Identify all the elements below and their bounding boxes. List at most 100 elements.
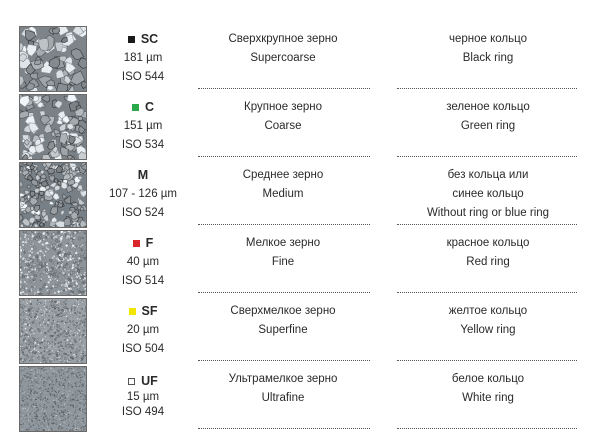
grain-particle: [63, 330, 66, 332]
grain-particle: [81, 423, 83, 425]
grain-particle: [48, 391, 51, 393]
grain-particle: [78, 310, 80, 312]
grain-size: 151 µm: [123, 120, 163, 132]
grain-particle: [82, 383, 84, 385]
grain-particle: [32, 390, 34, 392]
grain-particle: [40, 326, 43, 329]
grain-particle: [39, 405, 41, 407]
grain-particle: [73, 260, 76, 263]
grain-particle: [23, 422, 26, 424]
grain-particle: [21, 163, 28, 166]
grain-particle: [28, 303, 31, 306]
grain-particle: [23, 305, 26, 308]
grain-particle: [33, 285, 37, 288]
grain-particle: [24, 399, 26, 401]
grain-particle: [67, 384, 69, 386]
grain-particle: [26, 361, 30, 363]
grain-particle: [48, 350, 51, 353]
grain-particle: [51, 427, 53, 429]
grain-particle: [53, 178, 59, 183]
grain-particle: [76, 376, 79, 378]
grain-particle: [21, 408, 24, 410]
grain-particle: [38, 222, 44, 227]
grain-particle: [63, 301, 65, 303]
grain-particle: [78, 254, 82, 257]
grain-particle: [22, 154, 28, 159]
grain-particle: [42, 371, 44, 373]
grain-particle: [30, 358, 33, 361]
grain-particle: [29, 306, 31, 309]
grain-particle: [72, 423, 74, 425]
grain-particle: [33, 347, 36, 351]
grain-particle: [54, 270, 58, 273]
grain-particle: [70, 412, 73, 415]
grain-particle: [83, 395, 85, 397]
grain-particle: [36, 420, 38, 422]
grain-particle: [75, 375, 77, 377]
grain-particle: [55, 423, 57, 425]
grain-particle: [51, 390, 53, 393]
grain-particle: [28, 145, 37, 154]
grain-particle: [27, 249, 31, 253]
grain-particle: [21, 349, 23, 352]
grain-particle: [51, 313, 53, 315]
ring-color-marker: [127, 36, 135, 43]
grain-particle: [54, 220, 65, 227]
grain-particle: [62, 348, 64, 351]
grain-particle: [23, 375, 26, 377]
grain-particle: [39, 383, 41, 385]
grain-particle: [42, 326, 44, 329]
grain-particle: [20, 416, 22, 418]
grain-particle: [35, 317, 38, 320]
grain-particle: [83, 271, 86, 275]
ring-line: Green ring: [460, 120, 516, 132]
grain-size: 181 µm: [123, 52, 163, 64]
grain-particle: [69, 324, 71, 327]
grain-particle: [56, 314, 59, 317]
grain-name-ru: Мелкое зерно: [245, 237, 321, 249]
grain-particle: [60, 347, 62, 349]
grain-particle: [77, 343, 80, 345]
grain-particle: [75, 381, 77, 384]
grain-particle: [47, 423, 49, 425]
grain-particle: [64, 400, 67, 402]
grain-particle: [40, 173, 47, 179]
grain-particle: [73, 306, 76, 309]
grain-particle: [20, 377, 22, 379]
grain-particle: [48, 418, 51, 420]
grain-particle: [55, 314, 57, 316]
grain-particle: [49, 367, 52, 370]
grain-particle: [32, 316, 35, 318]
grain-particle: [64, 376, 66, 378]
grain-particle: [20, 303, 22, 306]
grain-particle: [64, 367, 66, 370]
grain-particle: [48, 200, 55, 205]
grain-particle: [66, 249, 69, 252]
grain-particle: [59, 428, 61, 430]
grain-particle: [33, 223, 39, 227]
grain-particle: [81, 314, 84, 317]
grain-particle: [53, 357, 56, 359]
grain-particle: [49, 182, 58, 188]
grain-particle: [54, 402, 56, 404]
grain-particle: [58, 333, 61, 336]
grain-particle: [77, 317, 79, 320]
grain-particle: [32, 263, 37, 267]
grain-particle: [55, 69, 65, 79]
grain-particle: [28, 329, 31, 332]
grain-particle: [74, 395, 76, 397]
ring-description: желтое кольцо Yellow ring: [398, 302, 578, 340]
grain-particle: [32, 307, 34, 309]
grain-particle: [31, 415, 33, 418]
grain-particle: [44, 379, 46, 381]
grain-particle: [74, 407, 76, 408]
grain-particle: [83, 287, 86, 291]
grain-particle: [39, 409, 41, 412]
grain-particle: [63, 74, 72, 85]
grain-particle: [45, 79, 56, 87]
grain-particle: [27, 383, 29, 385]
grain-particle: [63, 313, 66, 316]
grit-texture-swatch: [19, 162, 87, 228]
grain-particle: [30, 394, 32, 396]
grain-particle: [75, 414, 77, 416]
